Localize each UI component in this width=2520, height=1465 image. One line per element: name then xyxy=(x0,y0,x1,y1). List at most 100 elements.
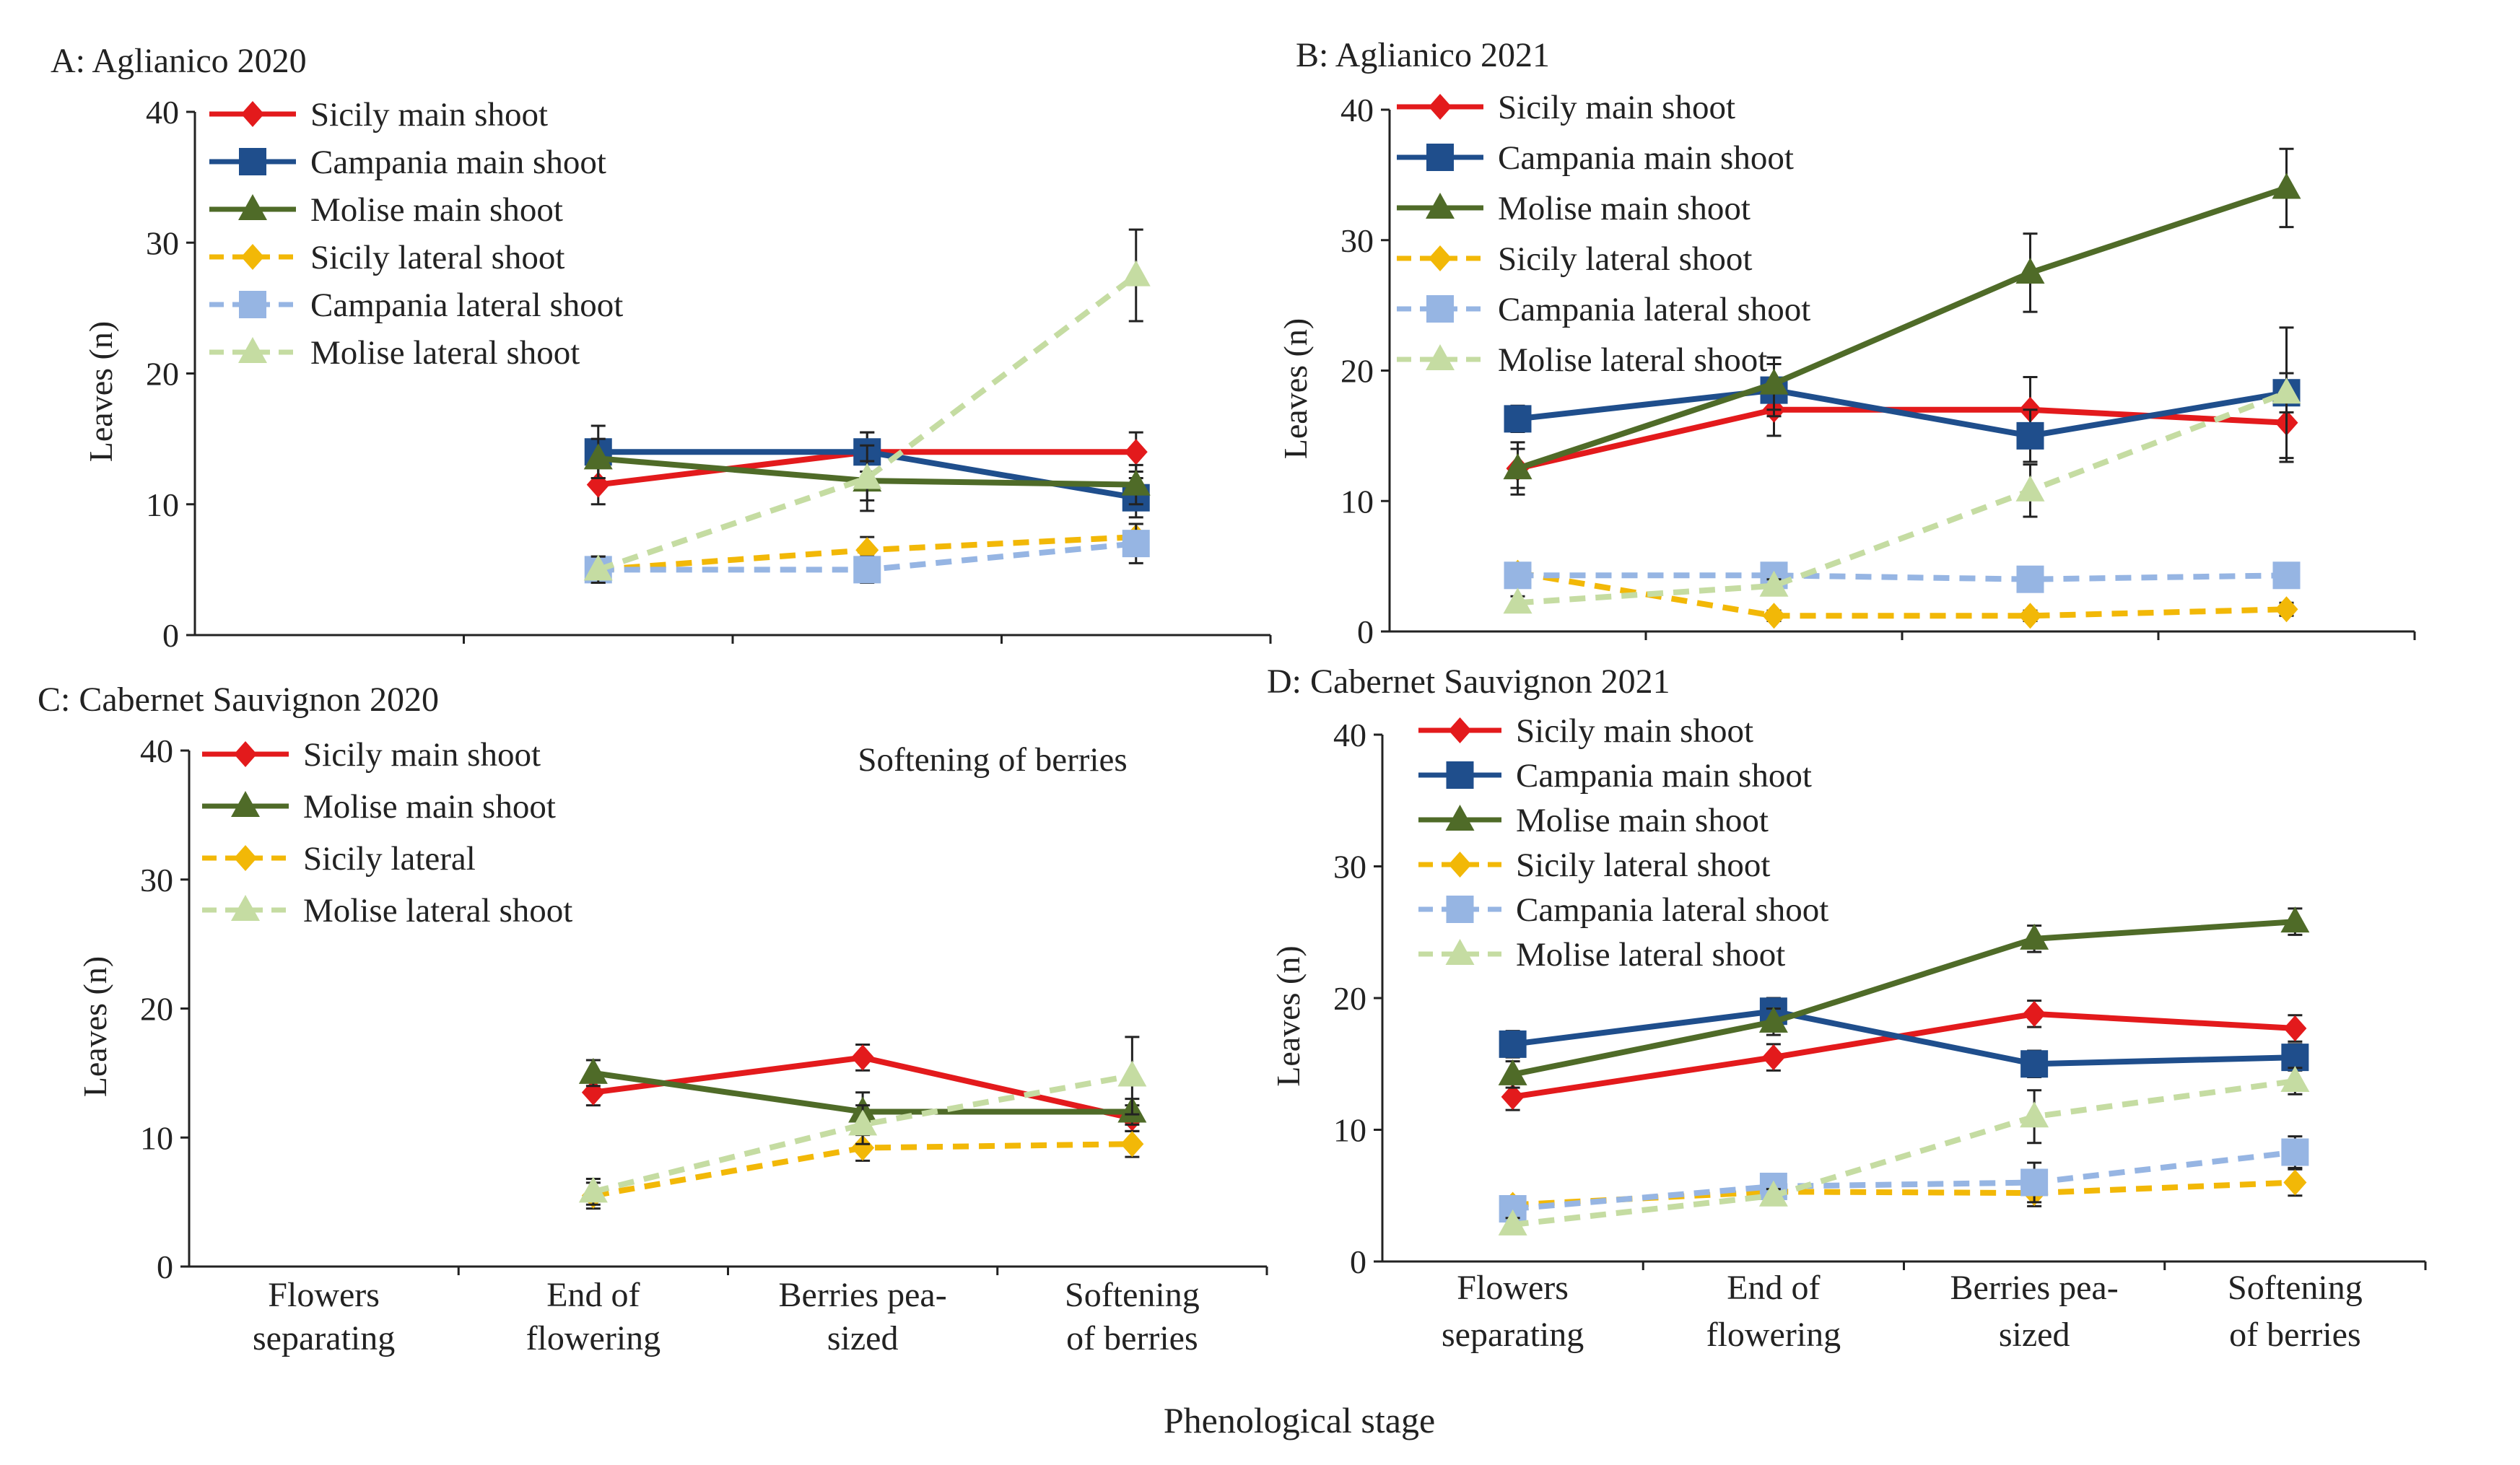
legend-marker xyxy=(1426,144,1454,171)
series-molise-main-shoot: Molise main shoot xyxy=(1418,802,2310,1089)
data-point xyxy=(2015,257,2045,284)
series-molise-main-shoot: Molise main shoot xyxy=(1397,147,2301,496)
data-point xyxy=(578,1176,608,1203)
series-campania-main-shoot: Campania main shoot xyxy=(1397,139,2301,463)
data-point xyxy=(1503,453,1533,480)
data-point xyxy=(2275,596,2298,623)
legend-marker xyxy=(239,291,266,318)
x-tick-label: Softening xyxy=(2228,1269,2363,1307)
x-tick-label: flowering xyxy=(526,1319,661,1357)
legend-marker xyxy=(1429,245,1452,271)
series-line xyxy=(1517,390,2288,606)
y-tick-label: 10 xyxy=(146,486,179,523)
chart-title: B: Aglianico 2021 xyxy=(1296,36,1550,74)
legend-label: Molise lateral shoot xyxy=(310,334,580,372)
data-point xyxy=(2272,561,2301,590)
data-point xyxy=(853,556,881,584)
series-molise-lateral-shoot: Molise lateral shoot xyxy=(1397,341,2301,614)
data-point xyxy=(2272,172,2301,199)
y-axis-label: Leaves (n) xyxy=(77,956,113,1097)
x-axis-label: Phenological stage xyxy=(1164,1400,1435,1440)
data-point xyxy=(1122,530,1150,558)
series-line xyxy=(1517,572,2287,582)
legend-label: Molise lateral shoot xyxy=(303,892,572,930)
y-tick-label: 0 xyxy=(1350,1243,1366,1280)
data-point xyxy=(1498,1059,1527,1085)
legend-label: Molise lateral shoot xyxy=(1516,936,1785,974)
x-tick-label: sized xyxy=(827,1319,899,1357)
series-campania-lateral-shoot: Campania lateral shoot xyxy=(209,287,1150,584)
data-point xyxy=(1117,1060,1147,1087)
y-axis-label: Leaves (n) xyxy=(82,321,119,462)
y-axis-label: Leaves (n) xyxy=(1277,318,1314,459)
data-point xyxy=(583,443,613,470)
data-point xyxy=(2015,475,2045,502)
chart-panel-c: C: Cabernet Sauvignon 2020 0 10 20 30 40 Leave… xyxy=(38,681,1268,1357)
legend-marker xyxy=(241,101,264,127)
data-point xyxy=(2020,1101,2049,1128)
data-point xyxy=(2023,1000,2046,1027)
x-tick-label: Flowers xyxy=(268,1276,380,1314)
x-tick-label: End of xyxy=(546,1276,640,1314)
series-sicily-main-shoot: Sicily main shoot xyxy=(1418,712,2307,1111)
legend-marker xyxy=(1448,852,1472,878)
data-point xyxy=(2016,565,2044,593)
x-tick-label: sized xyxy=(1999,1316,2070,1354)
series-molise-lateral-shoot: Molise lateral shoot xyxy=(209,228,1151,584)
chart-annotation: Softening of berries xyxy=(858,741,1127,779)
legend-label: Campania lateral shoot xyxy=(1498,291,1810,328)
data-point xyxy=(2018,603,2042,629)
data-point xyxy=(1501,1083,1525,1110)
legend-label: Molise main shoot xyxy=(310,191,563,229)
series-sicily-lateral-shoot: Sicily lateral shoot xyxy=(1397,240,2298,629)
y-tick-label: 0 xyxy=(157,1248,173,1285)
data-point xyxy=(1120,1131,1144,1158)
legend-marker xyxy=(239,148,266,175)
data-point xyxy=(1124,439,1148,465)
y-tick-label: 10 xyxy=(1333,1112,1366,1149)
legend-label: Molise lateral shoot xyxy=(1498,341,1767,379)
chart-title: C: Cabernet Sauvignon 2020 xyxy=(38,681,439,719)
chart-title: D: Cabernet Sauvignon 2021 xyxy=(1267,662,1670,701)
series-sicily-lateral: Sicily lateral xyxy=(202,840,1144,1210)
data-point xyxy=(1504,405,1532,433)
y-tick-label: 10 xyxy=(140,1119,173,1156)
x-tick-label: of berries xyxy=(1066,1319,1198,1357)
data-point xyxy=(1121,260,1151,287)
data-point xyxy=(1758,1006,1788,1033)
y-tick-label: 40 xyxy=(140,732,173,769)
data-point xyxy=(2283,1015,2307,1041)
data-point xyxy=(1503,587,1533,614)
series-line xyxy=(592,1072,1133,1195)
data-point xyxy=(2280,906,2310,933)
series-molise-lateral-shoot: Molise lateral shoot xyxy=(202,892,1147,1206)
x-tick-label: Softening xyxy=(1065,1276,1200,1314)
legend-marker xyxy=(231,895,260,921)
y-tick-label: 0 xyxy=(1357,613,1374,650)
legend-marker xyxy=(1429,94,1452,120)
data-point xyxy=(1761,1044,1785,1071)
legend-label: Molise main shoot xyxy=(1516,802,1769,839)
data-point xyxy=(853,463,882,489)
legend-marker xyxy=(1426,193,1455,219)
legend-label: Sicily main shoot xyxy=(303,736,541,774)
legend-marker xyxy=(1448,717,1472,743)
data-point xyxy=(2272,377,2301,404)
data-point xyxy=(1499,1030,1527,1058)
legend-marker xyxy=(1446,896,1474,923)
data-point xyxy=(2020,1168,2049,1197)
y-tick-label: 30 xyxy=(140,862,173,898)
data-point xyxy=(2281,1138,2309,1166)
data-point xyxy=(851,1134,875,1161)
legend-label: Molise main shoot xyxy=(1498,190,1751,227)
y-tick-label: 20 xyxy=(1340,353,1374,390)
x-tick-label: separating xyxy=(253,1319,395,1357)
series-molise-lateral-shoot: Molise lateral shoot xyxy=(1418,936,2310,1236)
series-line xyxy=(1512,1010,2296,1100)
legend-label: Sicily lateral shoot xyxy=(1498,240,1752,278)
chart-panel-d: D: Cabernet Sauvignon 2021 0 10 20 30 40 Leave… xyxy=(1267,662,2427,1354)
legend-marker xyxy=(238,194,267,220)
y-tick-label: 10 xyxy=(1340,483,1374,520)
x-tick-label: of berries xyxy=(2229,1316,2361,1354)
legend-label: Sicily lateral xyxy=(303,840,476,878)
